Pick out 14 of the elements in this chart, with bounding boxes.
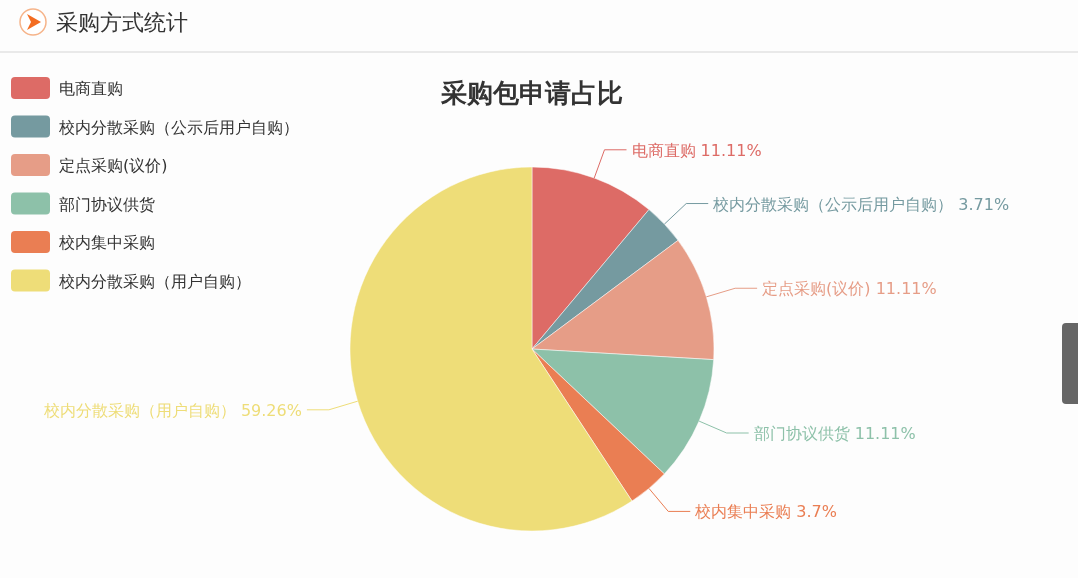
legend-label: 校内集中采购 <box>58 233 155 252</box>
legend-label: 电商直购 <box>59 79 123 98</box>
category-label: 校内分散采购（公示后用户自购） 3.71% <box>713 194 1010 214</box>
legend-label: 校内分散采购（公示后用户自购） <box>58 117 299 137</box>
category-label: 部门协议供货 11.11% <box>753 424 916 444</box>
category-label: 电商直购 11.11% <box>631 140 762 160</box>
text: 采购方式统计 <box>56 10 188 35</box>
category-label: 校内集中采购 3.7% <box>695 502 837 522</box>
category-label: 定点采购(议价) 11.11% <box>762 279 937 299</box>
category-label: 校内分散采购（用户自购） 59.26% <box>43 400 302 420</box>
legend-label: 定点采购(议价) <box>59 156 168 175</box>
chart-title: 采购包申请占比 <box>440 78 623 108</box>
legend-label: 校内分散采购（用户自购） <box>58 271 251 291</box>
legend-label: 部门协议供货 <box>59 194 155 214</box>
